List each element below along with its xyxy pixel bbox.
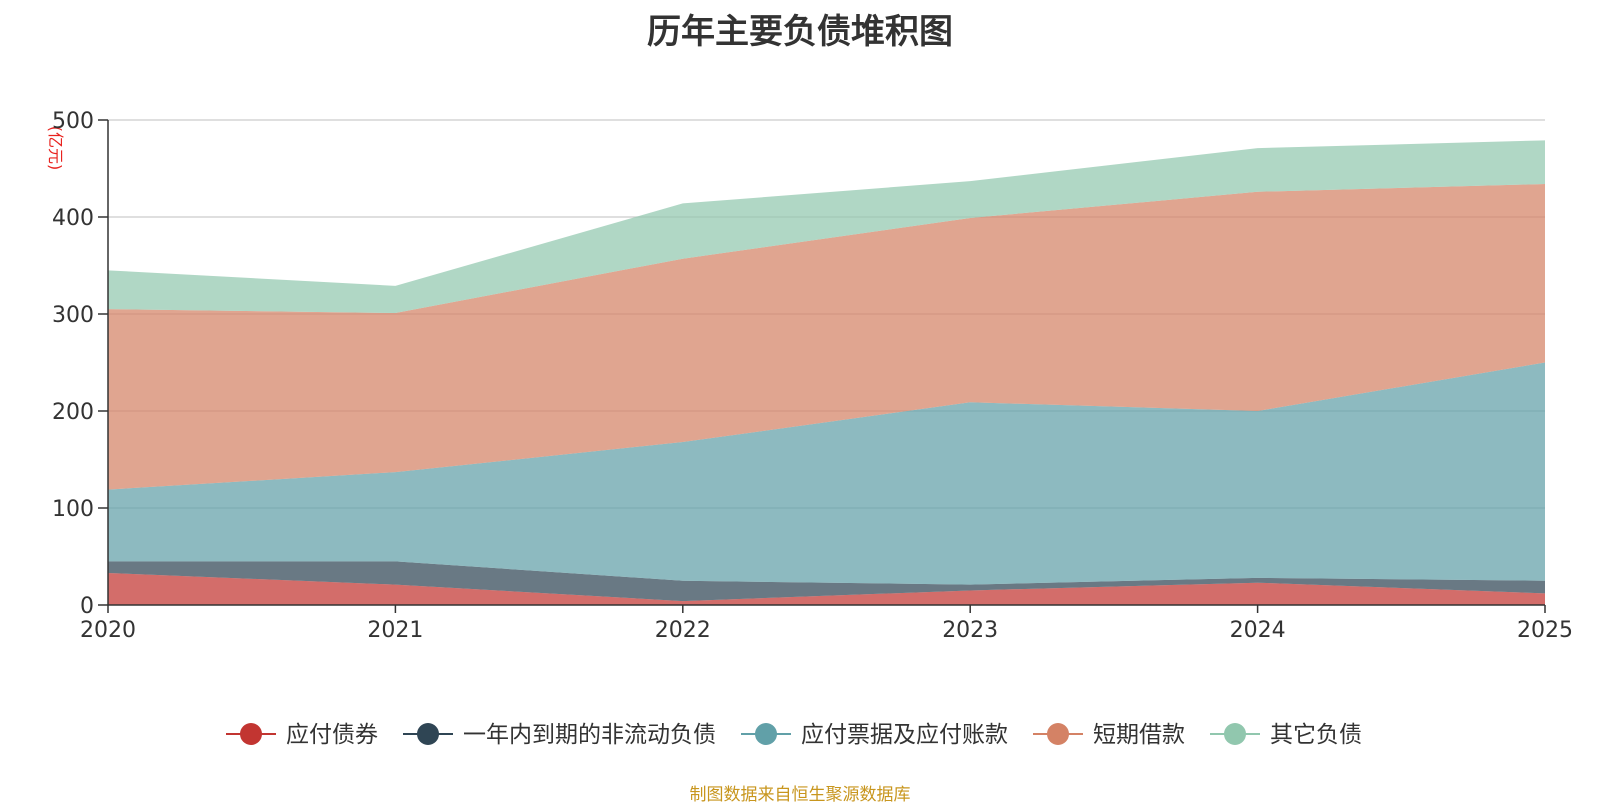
legend-label: 其它负债 [1270, 722, 1362, 748]
area-series-4 [108, 140, 1545, 314]
area-series-3 [108, 184, 1545, 490]
series-areas [108, 140, 1545, 605]
legend-marker [240, 723, 262, 745]
legend-label: 应付债券 [286, 722, 378, 748]
axes: (亿元) [46, 120, 1545, 606]
y-tick-label: 300 [52, 303, 94, 328]
y-tick-label: 100 [52, 497, 94, 522]
x-tick-label: 2025 [1517, 618, 1573, 643]
x-tick-label: 2023 [942, 618, 998, 643]
legend-marker [1047, 723, 1069, 745]
tick-labels: 0 100 200 300 400 500 2020 2021 2022 2023 2024 2025 [52, 109, 1573, 643]
x-tick-label: 2024 [1230, 618, 1286, 643]
area-series-1 [108, 561, 1545, 602]
x-tick-label: 2020 [80, 618, 136, 643]
area-series-2 [108, 362, 1545, 585]
legend-item-0[interactable]: 应付债券 [226, 722, 378, 748]
legend-item-3[interactable]: 短期借款 [1033, 722, 1185, 748]
legend-item-1[interactable]: 一年内到期的非流动负债 [403, 722, 716, 748]
area-series-0 [108, 572, 1545, 605]
legend-label: 一年内到期的非流动负债 [463, 722, 716, 748]
legend-label: 短期借款 [1093, 722, 1185, 748]
data-source-note: 制图数据来自恒生聚源数据库 [689, 785, 911, 805]
legend-item-2[interactable]: 应付票据及应付账款 [741, 722, 1008, 748]
y-tick-label: 500 [52, 109, 94, 134]
y-tick-label: 400 [52, 206, 94, 231]
legend-marker [417, 723, 439, 745]
legend-marker [755, 723, 777, 745]
chart-title: 历年主要负债堆积图 [647, 12, 953, 52]
legend[interactable]: 应付债券 一年内到期的非流动负债 应付票据及应付账款 短期借款 其它负债 [226, 722, 1362, 748]
y-axis-unit: (亿元) [46, 126, 65, 171]
x-tick-label: 2022 [655, 618, 711, 643]
legend-item-4[interactable]: 其它负债 [1210, 722, 1362, 748]
y-tick-label: 0 [80, 594, 94, 619]
legend-marker [1224, 723, 1246, 745]
legend-label: 应付票据及应付账款 [801, 722, 1008, 748]
x-tick-label: 2021 [367, 618, 423, 643]
y-tick-label: 200 [52, 400, 94, 425]
